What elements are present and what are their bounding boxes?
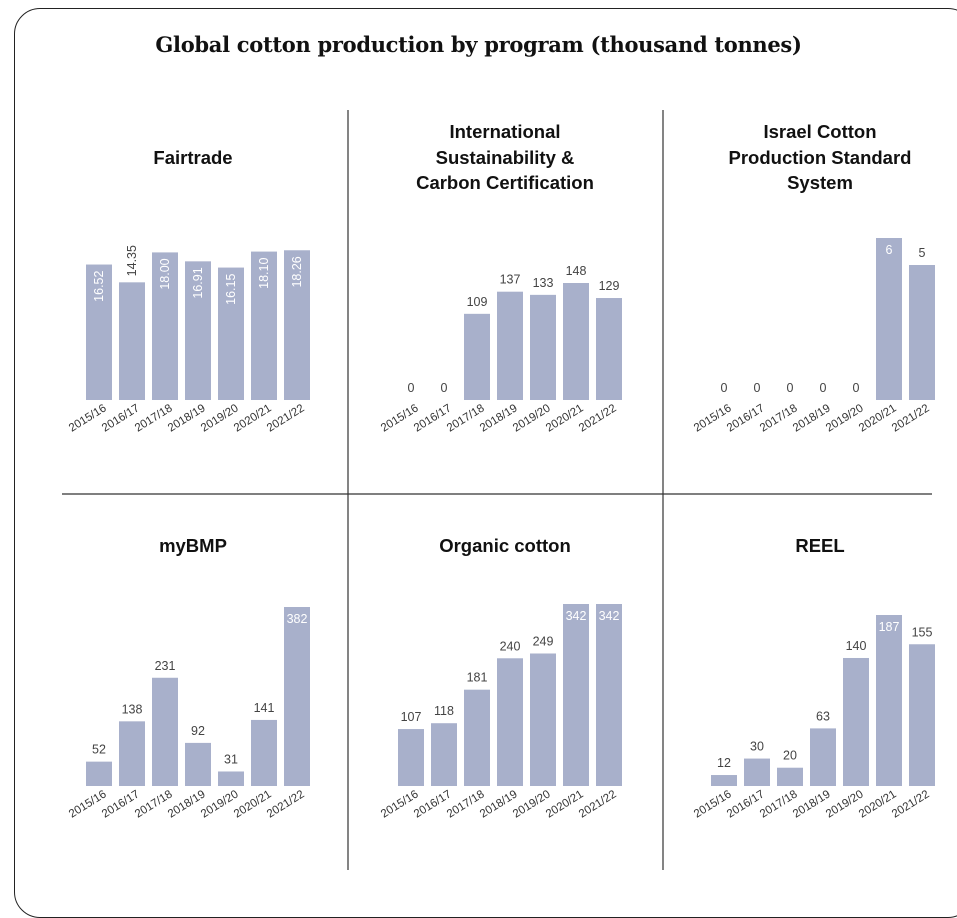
data-label: 18.26 (290, 256, 304, 287)
bar (251, 719, 277, 786)
panel-title: Fairtrade (153, 147, 232, 168)
bar (843, 657, 869, 786)
data-label: 14.35 (125, 245, 139, 276)
data-label: 187 (879, 620, 900, 634)
data-label: 5 (919, 246, 926, 260)
category-label: 2021/22 (265, 402, 307, 434)
data-label: 231 (155, 659, 176, 673)
data-label: 155 (912, 625, 933, 639)
data-label: 249 (533, 634, 554, 648)
data-label: 0 (820, 381, 827, 395)
bar (119, 282, 145, 400)
bar (86, 761, 112, 786)
bar (464, 313, 490, 400)
data-label: 133 (533, 276, 554, 290)
bar (563, 604, 589, 786)
data-label: 12 (717, 756, 731, 770)
bar (284, 607, 310, 786)
data-label: 0 (754, 381, 761, 395)
bar (530, 294, 556, 400)
panel-title: REEL (795, 535, 844, 556)
data-label: 16.52 (92, 270, 106, 301)
bar (152, 677, 178, 786)
category-label: 2021/22 (577, 402, 619, 434)
bar (909, 644, 935, 786)
bar (876, 238, 902, 400)
category-label: 2021/22 (890, 402, 932, 434)
bar (810, 728, 836, 786)
data-label: 63 (816, 709, 830, 723)
data-label: 148 (566, 264, 587, 278)
category-label: 2021/22 (890, 788, 932, 820)
category-label: 2021/22 (577, 788, 619, 820)
data-label: 16.91 (191, 267, 205, 298)
panel-title: Israel Cotton Production Standard System (729, 121, 912, 193)
bar (185, 742, 211, 786)
data-label: 137 (500, 273, 521, 287)
bar (909, 265, 935, 400)
bar (596, 298, 622, 400)
data-label: 0 (853, 381, 860, 395)
data-label: 6 (886, 243, 893, 257)
chart-title: Global cotton production by program (tho… (155, 32, 802, 57)
category-label: 2021/22 (265, 788, 307, 820)
bar (284, 250, 310, 400)
bar (497, 291, 523, 400)
data-label: 240 (500, 639, 521, 653)
data-label: 0 (721, 381, 728, 395)
bar (711, 775, 737, 786)
data-label: 92 (191, 724, 205, 738)
data-label: 0 (787, 381, 794, 395)
data-label: 0 (441, 381, 448, 395)
panel-title: International Sustainability & Carbon Cert… (416, 121, 594, 193)
data-label: 107 (401, 710, 422, 724)
data-label: 18.00 (158, 258, 172, 289)
bar (218, 771, 244, 786)
data-label: 141 (254, 701, 275, 715)
data-label: 181 (467, 671, 488, 685)
bar (464, 689, 490, 786)
data-label: 109 (467, 295, 488, 309)
bar (876, 615, 902, 786)
panel-title: myBMP (159, 535, 227, 556)
bar (86, 264, 112, 400)
data-label: 20 (783, 749, 797, 763)
bar (563, 283, 589, 400)
data-label: 140 (846, 639, 867, 653)
data-label: 31 (224, 752, 238, 766)
bar (218, 267, 244, 400)
data-label: 16.15 (224, 274, 238, 305)
bar (185, 261, 211, 400)
bar (497, 658, 523, 786)
data-label: 342 (599, 609, 620, 623)
data-label: 0 (408, 381, 415, 395)
data-label: 52 (92, 743, 106, 757)
bar (744, 758, 770, 786)
data-label: 138 (122, 702, 143, 716)
bar (152, 252, 178, 400)
data-label: 30 (750, 740, 764, 754)
bar (530, 653, 556, 786)
data-label: 118 (434, 704, 454, 718)
bar (777, 767, 803, 786)
panel-title: Organic cotton (439, 535, 571, 556)
bar (596, 604, 622, 786)
bar (251, 251, 277, 400)
bar (431, 723, 457, 786)
bar (119, 721, 145, 786)
data-label: 18.10 (257, 258, 271, 289)
data-label: 382 (287, 612, 308, 626)
data-label: 129 (599, 279, 620, 293)
bar (398, 729, 424, 786)
data-label: 342 (566, 609, 587, 623)
